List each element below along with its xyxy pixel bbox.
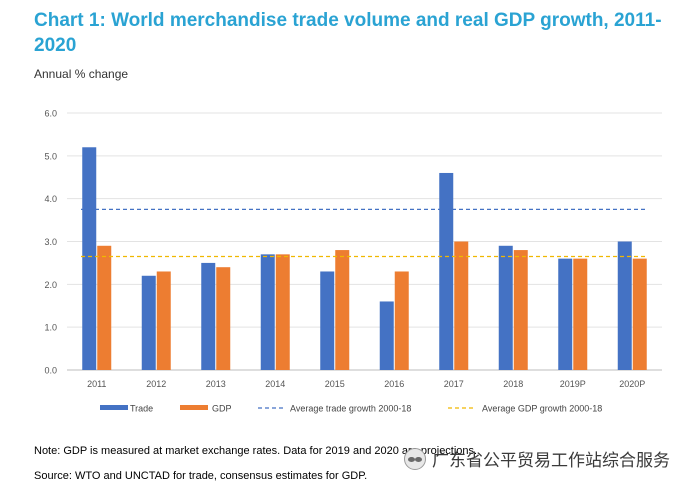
legend-swatch <box>100 405 128 410</box>
x-tick-label: 2013 <box>206 379 226 389</box>
x-tick-label: 2015 <box>325 379 345 389</box>
x-tick-label: 2017 <box>444 379 464 389</box>
bar-gdp-2017 <box>454 241 469 370</box>
bar-trade-2014 <box>260 254 275 370</box>
x-tick-label: 2020P <box>619 379 645 389</box>
bar-gdp-2019P <box>573 258 588 370</box>
legend-label: GDP <box>212 404 232 414</box>
bar-trade-2012 <box>141 275 156 370</box>
legend-label: Average trade growth 2000-18 <box>290 404 411 414</box>
legend-swatch <box>180 405 208 410</box>
bar-trade-2013 <box>201 262 216 370</box>
x-tick-label: 2011 <box>87 379 106 389</box>
chart-note: Note: GDP is measured at market exchange… <box>34 445 478 457</box>
y-tick-label: 3.0 <box>44 237 57 247</box>
bar-trade-2011 <box>82 147 97 370</box>
bar-gdp-2015 <box>335 250 350 370</box>
y-axis-label: Annual % change <box>34 67 129 81</box>
bar-gdp-2018 <box>513 250 528 370</box>
x-tick-label: 2018 <box>503 379 523 389</box>
x-tick-label: 2012 <box>146 379 166 389</box>
y-tick-label: 0.0 <box>44 366 57 376</box>
bar-trade-2019P <box>558 258 573 370</box>
chart-title: Chart 1: World merchandise trade volume … <box>34 10 662 56</box>
x-tick-label: 2014 <box>265 379 285 389</box>
bar-gdp-2012 <box>156 271 171 370</box>
watermark-text: 广东省公平贸易工作站综合服务 <box>432 451 670 470</box>
y-tick-label: 2.0 <box>44 280 57 290</box>
bar-gdp-2020P <box>632 258 647 370</box>
bar-gdp-2013 <box>216 267 231 370</box>
watermark: 广东省公平贸易工作站综合服务 <box>404 446 670 471</box>
chart-source: Source: WTO and UNCTAD for trade, consen… <box>34 470 368 482</box>
wechat-icon <box>404 447 426 470</box>
bar-trade-2016 <box>379 301 394 370</box>
bar-gdp-2016 <box>394 271 409 370</box>
y-tick-label: 6.0 <box>44 109 57 119</box>
legend-label: Trade <box>130 404 153 414</box>
bar-gdp-2014 <box>275 254 290 370</box>
bar-trade-2020P <box>617 241 632 370</box>
y-tick-label: 1.0 <box>44 323 57 333</box>
y-tick-label: 5.0 <box>44 151 57 161</box>
bar-trade-2018 <box>498 245 513 370</box>
x-tick-label: 2019P <box>560 379 586 389</box>
bar-trade-2017 <box>439 172 454 370</box>
chart-canvas: 0.0 1.0 2.0 3.0 4.0 5.0 6.0 2011 2012 2013 2014 201… <box>44 109 662 414</box>
x-tick-label: 2016 <box>384 379 404 389</box>
bar-gdp-2011 <box>97 245 112 370</box>
legend-label: Average GDP growth 2000-18 <box>482 404 602 414</box>
bar-trade-2015 <box>320 271 335 370</box>
y-tick-label: 4.0 <box>44 194 57 204</box>
